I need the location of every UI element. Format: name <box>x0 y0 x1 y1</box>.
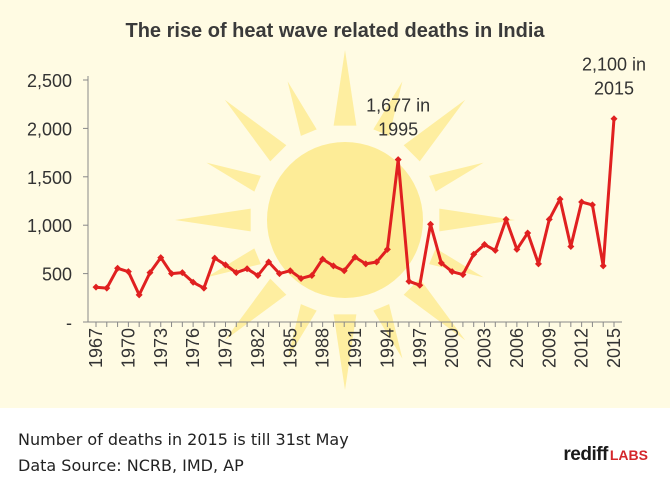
annotation-label: 2,100 in <box>582 55 646 75</box>
footnote-source: Data Source: NCRB, IMD, AP <box>18 456 244 475</box>
line-chart: - 500 1,000 1,500 2,000 2,500 1967 1970 1973 1976… <box>0 0 670 408</box>
brand-logo: rediff LABS <box>563 444 648 466</box>
x-tick-label: 1985 <box>280 328 300 368</box>
sun-ray <box>334 50 357 126</box>
annotation-label: 1995 <box>378 120 418 140</box>
data-point <box>611 115 618 122</box>
x-tick-label: 1970 <box>118 328 138 368</box>
x-tick-label: 2003 <box>475 328 495 368</box>
y-tick-label: 1,000 <box>27 216 72 236</box>
brand-main: rediff <box>563 444 608 465</box>
data-point <box>600 262 607 269</box>
data-point <box>589 201 596 208</box>
x-tick-label: 2000 <box>442 328 462 368</box>
x-tick-label: 1979 <box>216 328 236 368</box>
annotation-label: 1,677 in <box>366 96 430 116</box>
data-point <box>405 278 412 285</box>
x-tick-label: 2015 <box>604 328 624 368</box>
footnote-deaths: Number of deaths in 2015 is till 31st Ma… <box>18 430 349 449</box>
x-tick-label: 1994 <box>377 328 397 368</box>
data-point <box>578 198 585 205</box>
sun-ray <box>429 163 483 192</box>
brand-labs: LABS <box>610 447 648 463</box>
chart-title: The rise of heat wave related deaths in … <box>0 20 670 43</box>
sun-ray <box>175 209 251 232</box>
y-tick-label: 500 <box>42 265 72 285</box>
x-tick-label: 1982 <box>248 328 268 368</box>
data-point <box>93 284 100 291</box>
x-tick-label: 1967 <box>86 328 106 368</box>
x-tick-label: 2009 <box>539 328 559 368</box>
x-tick-label: 1991 <box>345 328 365 368</box>
annotation-label: 2015 <box>594 79 634 99</box>
x-tick-label: 1988 <box>313 328 333 368</box>
x-tick-label: 1976 <box>183 328 203 368</box>
x-tick-label: 2012 <box>572 328 592 368</box>
data-point <box>535 260 542 267</box>
data-point <box>567 243 574 250</box>
sun-ray <box>206 163 260 192</box>
x-tick-label: 1973 <box>151 328 171 368</box>
y-tick-label: 2,500 <box>27 71 72 91</box>
sun-ray <box>288 81 317 135</box>
x-tick-label: 2006 <box>507 328 527 368</box>
x-tick-label: 1997 <box>410 328 430 368</box>
sun-ray <box>225 100 287 162</box>
data-point <box>427 221 434 228</box>
y-tick-label: 2,000 <box>27 119 72 139</box>
y-tick-label: - <box>66 313 72 333</box>
y-tick-label: 1,500 <box>27 168 72 188</box>
